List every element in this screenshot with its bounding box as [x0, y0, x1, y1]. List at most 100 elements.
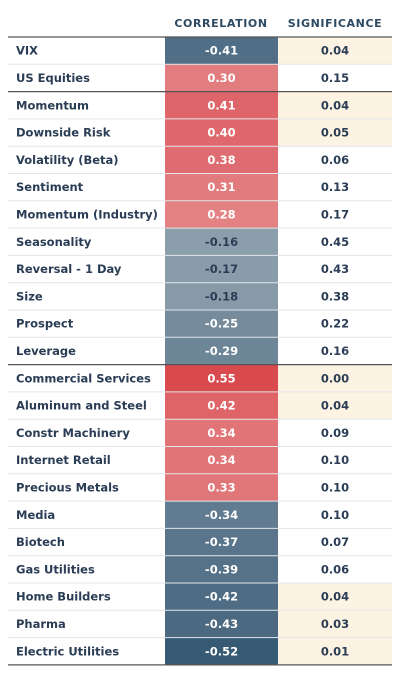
correlation-value: 0.40: [207, 126, 235, 140]
significance-value: 0.00: [321, 371, 349, 385]
row-label: US Equities: [16, 71, 90, 85]
table-row: Size -0.18 0.38: [16, 282, 349, 310]
correlation-value: 0.30: [207, 71, 235, 85]
table-row: Constr Machinery 0.34 0.09: [16, 419, 349, 447]
correlation-cell: [165, 91, 278, 119]
significance-highlight: [278, 91, 392, 119]
correlation-value: -0.29: [205, 344, 238, 358]
table-row: Aluminum and Steel 0.42 0.04: [16, 391, 392, 420]
correlation-cell: [165, 337, 278, 365]
correlation-cell: [165, 501, 278, 529]
correlation-cell: [165, 528, 278, 556]
table-row: Sentiment 0.31 0.13: [16, 173, 349, 201]
header-significance: SIGNIFICANCE: [288, 17, 383, 30]
significance-value: 0.09: [321, 426, 349, 440]
correlation-value: 0.38: [207, 153, 235, 167]
row-label: Leverage: [16, 344, 76, 358]
row-label: Seasonality: [16, 235, 92, 249]
table-row: Momentum 0.41 0.04: [16, 91, 392, 119]
significance-highlight: [278, 610, 392, 638]
row-label: Electric Utilities: [16, 644, 119, 658]
correlation-cell: [165, 146, 278, 174]
correlation-value: -0.52: [205, 644, 238, 658]
significance-value: 0.06: [321, 153, 349, 167]
correlation-value: -0.16: [205, 235, 238, 249]
row-label: Prospect: [16, 317, 74, 331]
row-label: Biotech: [16, 535, 65, 549]
significance-value: 0.03: [321, 617, 349, 631]
correlation-cell: [165, 446, 278, 474]
correlation-value: 0.34: [207, 426, 235, 440]
significance-value: 0.05: [321, 126, 349, 140]
correlation-cell: [165, 118, 278, 147]
correlation-value: -0.41: [205, 44, 238, 58]
header-correlation: CORRELATION: [174, 17, 267, 30]
correlation-cell: [165, 637, 278, 665]
significance-highlight: [278, 118, 392, 147]
correlation-cell: [165, 310, 278, 338]
correlation-cell: [165, 228, 278, 256]
table-body: VIX -0.41 0.04 US Equities 0.30 0.15 Momentum 0…: [16, 37, 392, 665]
table-row: Internet Retail 0.34 0.10: [16, 446, 349, 474]
row-label: Constr Machinery: [16, 426, 130, 440]
significance-value: 0.01: [321, 644, 349, 658]
row-label: Home Builders: [16, 590, 111, 604]
correlation-cell: [165, 364, 278, 392]
correlation-cell: [165, 37, 278, 65]
table-row: Precious Metals 0.33 0.10: [16, 473, 349, 502]
table-row: Leverage -0.29 0.16: [16, 337, 349, 365]
table-row: Prospect -0.25 0.22: [16, 310, 349, 338]
correlation-value: 0.34: [207, 453, 235, 467]
significance-value: 0.16: [321, 344, 349, 358]
significance-value: 0.04: [321, 590, 349, 604]
correlation-value: 0.41: [207, 98, 235, 112]
row-label: Volatility (Beta): [16, 153, 119, 167]
table-row: Media -0.34 0.10: [16, 501, 349, 529]
correlation-cell: [165, 200, 278, 229]
row-label: Downside Risk: [16, 126, 111, 140]
correlation-value: -0.42: [205, 590, 238, 604]
row-label: Commercial Services: [16, 371, 151, 385]
row-label: Momentum (Industry): [16, 207, 158, 221]
significance-highlight: [278, 391, 392, 420]
correlation-cell: [165, 255, 278, 283]
significance-value: 0.10: [321, 480, 349, 494]
table-row: Pharma -0.43 0.03: [16, 610, 392, 638]
row-label: Aluminum and Steel: [16, 399, 147, 413]
correlation-value: -0.37: [205, 535, 238, 549]
row-label: Precious Metals: [16, 480, 119, 494]
row-label: Size: [16, 289, 43, 303]
group-dividers: [8, 36, 392, 666]
significance-value: 0.10: [321, 508, 349, 522]
significance-value: 0.45: [321, 235, 349, 249]
correlation-cell: [165, 419, 278, 447]
correlation-value: 0.28: [207, 207, 235, 221]
correlation-value: 0.55: [207, 371, 235, 385]
significance-value: 0.10: [321, 453, 349, 467]
correlation-value: -0.17: [205, 262, 238, 276]
significance-value: 0.15: [321, 71, 349, 85]
correlation-value: 0.42: [207, 399, 235, 413]
table-row: Commercial Services 0.55 0.00: [16, 364, 392, 392]
table-row: Home Builders -0.42 0.04: [16, 583, 392, 611]
table-row: Gas Utilities -0.39 0.06: [16, 555, 349, 583]
table-row: Volatility (Beta) 0.38 0.06: [16, 146, 349, 174]
table-row: Biotech -0.37 0.07: [16, 528, 349, 556]
correlation-cell: [165, 610, 278, 638]
table-row: Reversal - 1 Day -0.17 0.43: [16, 255, 349, 283]
row-label: Media: [16, 508, 55, 522]
significance-value: 0.43: [321, 262, 349, 276]
significance-value: 0.17: [321, 207, 349, 221]
table-row: Seasonality -0.16 0.45: [16, 228, 349, 256]
significance-value: 0.22: [321, 317, 349, 331]
correlation-value: -0.18: [205, 289, 238, 303]
table-row: Downside Risk 0.40 0.05: [16, 118, 392, 147]
correlation-cell: [165, 391, 278, 420]
table-row: US Equities 0.30 0.15: [16, 64, 349, 92]
correlation-cell: [165, 473, 278, 502]
correlation-cell: [165, 64, 278, 92]
correlation-value: 0.31: [207, 180, 235, 194]
row-label: Internet Retail: [16, 453, 111, 467]
correlation-value: -0.25: [205, 317, 238, 331]
significance-highlight: [278, 637, 392, 665]
